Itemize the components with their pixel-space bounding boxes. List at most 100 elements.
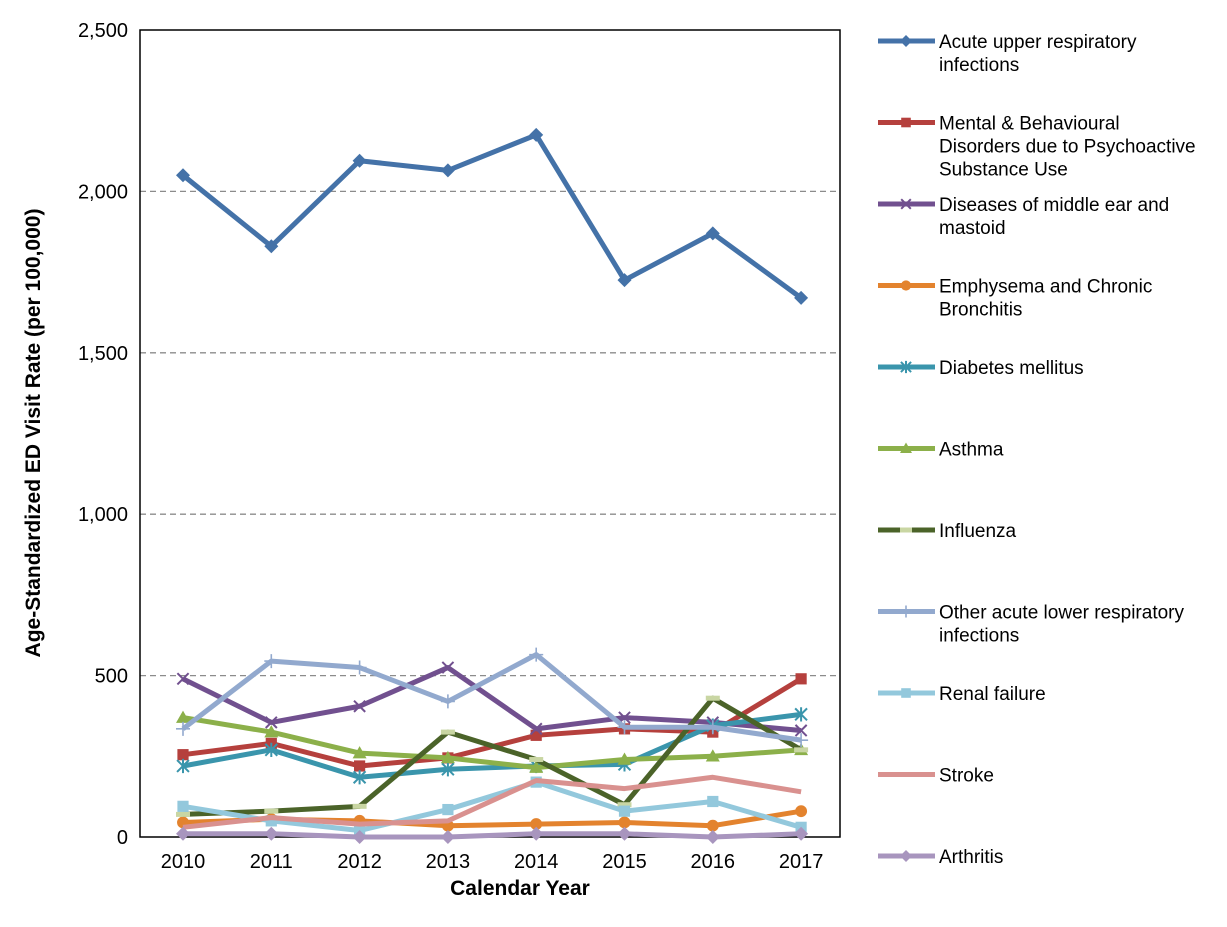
series-line xyxy=(182,779,802,834)
data-point xyxy=(441,762,455,777)
data-point xyxy=(900,442,912,453)
series-line xyxy=(181,652,802,743)
data-point xyxy=(176,758,190,774)
x-axis-title: Calendar Year xyxy=(450,877,590,900)
y-tick-label: 2,000 xyxy=(78,181,128,203)
series-other-acute-lower-respiratory-infections xyxy=(176,647,809,748)
data-point xyxy=(440,750,455,764)
data-point xyxy=(900,850,912,862)
legend-label: Other acute lower respiratory xyxy=(939,603,1184,624)
series-line xyxy=(181,665,802,733)
data-point xyxy=(264,742,278,757)
x-tick-label: 2011 xyxy=(250,851,293,873)
data-point xyxy=(707,795,719,808)
data-point xyxy=(529,722,543,736)
data-point xyxy=(794,826,809,841)
y-tick-label: 2,500 xyxy=(78,20,128,42)
series-line xyxy=(182,711,802,780)
x-tick-label: 2014 xyxy=(514,851,559,873)
data-point xyxy=(618,805,631,817)
data-point xyxy=(352,660,367,675)
data-point xyxy=(617,273,632,288)
data-point xyxy=(176,672,190,686)
data-point xyxy=(265,815,277,827)
y-tick-label: 0 xyxy=(117,827,128,849)
data-point xyxy=(264,716,278,729)
gridlines xyxy=(140,190,840,677)
data-point xyxy=(705,830,720,844)
legend-label: Arthritis xyxy=(939,847,1003,868)
x-tick-label: 2015 xyxy=(602,851,647,873)
x-tick-label: 2017 xyxy=(779,851,824,873)
data-point xyxy=(900,35,912,47)
series-line xyxy=(181,132,803,300)
data-point xyxy=(176,826,190,841)
data-point xyxy=(529,127,544,142)
data-point xyxy=(617,826,632,841)
data-point xyxy=(352,770,367,785)
data-point xyxy=(264,725,279,738)
data-point xyxy=(440,694,455,709)
y-tick-labels: 0 500 1,000 1,500 2,000 2,500 xyxy=(78,20,128,849)
y-tick-label: 500 xyxy=(95,666,128,688)
data-point xyxy=(177,800,189,812)
data-point xyxy=(176,168,190,183)
data-point xyxy=(705,749,720,762)
legend-label: Bronchitis xyxy=(939,300,1022,321)
data-point xyxy=(353,699,366,713)
series-lines xyxy=(176,127,809,844)
data-point xyxy=(900,527,912,533)
data-point xyxy=(705,720,720,735)
series-arthritis xyxy=(176,826,809,844)
data-point xyxy=(900,605,912,618)
legend-item: Stroke xyxy=(878,766,994,787)
legend-item: Diabetes mellitus xyxy=(878,358,1084,379)
legend-item: Arthritis xyxy=(878,847,1003,868)
y-axis-title: Age-Standardized ED Visit Rate (per 100,… xyxy=(22,209,45,658)
x-tick-label: 2010 xyxy=(161,851,206,873)
data-point xyxy=(705,695,720,701)
series-line xyxy=(182,715,802,771)
series-line xyxy=(183,831,802,840)
x-tick-label: 2016 xyxy=(691,851,736,873)
x-tick-label: 2012 xyxy=(337,851,382,873)
data-point xyxy=(795,673,807,685)
legend-label: Stroke xyxy=(939,766,994,787)
legend-label: infections xyxy=(939,626,1019,647)
data-point xyxy=(264,654,279,669)
legend-label: Substance Use xyxy=(939,160,1068,181)
data-point xyxy=(795,805,808,818)
data-point xyxy=(617,802,632,808)
data-point xyxy=(530,729,542,741)
data-point xyxy=(176,811,190,817)
series-line xyxy=(182,695,803,817)
data-point xyxy=(440,729,455,735)
data-point xyxy=(440,830,455,844)
data-point xyxy=(794,290,809,305)
data-point xyxy=(530,818,543,831)
series-acute-upper-respiratory-infections xyxy=(176,127,809,305)
legend-item: Asthma xyxy=(878,440,1004,461)
legend-label: Acute upper respiratory xyxy=(939,32,1137,53)
data-point xyxy=(617,752,632,765)
legend-label: Diseases of middle ear and xyxy=(939,195,1169,216)
series-diseases-of-middle-ear-and-mastoid xyxy=(176,661,808,737)
x-tick-label: 2013 xyxy=(426,851,471,873)
data-point xyxy=(794,747,809,753)
series-stroke xyxy=(182,774,802,830)
data-point xyxy=(900,360,912,374)
legend-label: infections xyxy=(939,55,1019,76)
legend-label: Mental & Behavioural xyxy=(939,114,1120,135)
data-point xyxy=(794,733,809,748)
data-point xyxy=(901,688,911,698)
legend-label: Emphysema and Chronic xyxy=(939,277,1152,298)
data-point xyxy=(794,707,808,722)
data-point xyxy=(177,749,189,761)
x-tick-labels: 2010 2011 2012 2013 2014 2015 2016 2017 xyxy=(161,851,824,873)
